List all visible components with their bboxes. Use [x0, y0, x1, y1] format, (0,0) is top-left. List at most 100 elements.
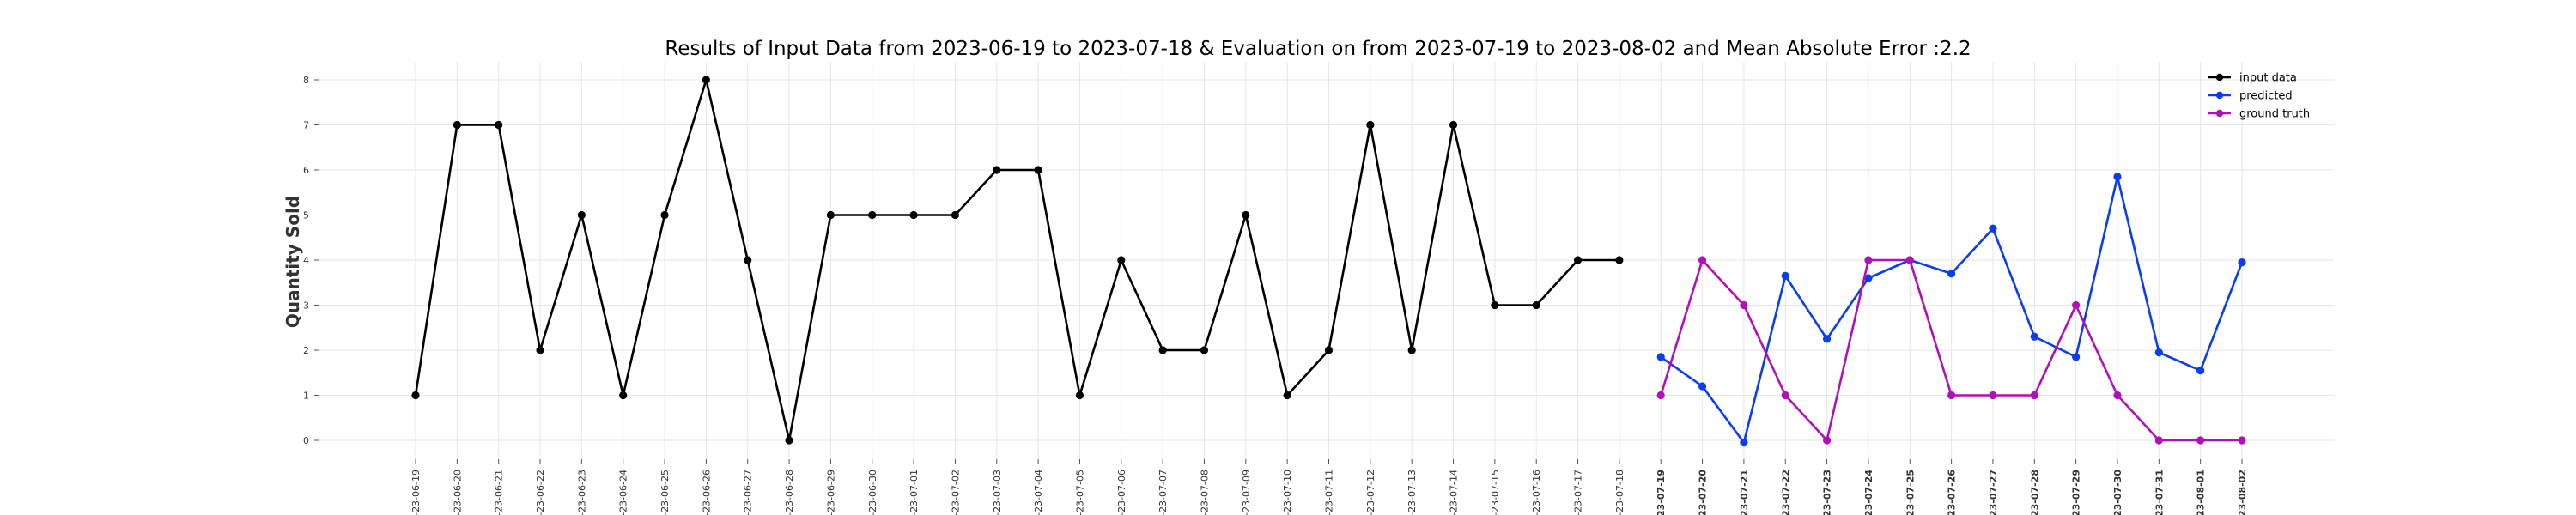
- x-tick-label: -23-07-11: [1324, 470, 1335, 515]
- legend-marker: [2215, 91, 2224, 100]
- data-point-predicted: [1698, 382, 1707, 391]
- data-point-ground-truth: [1740, 300, 1748, 310]
- x-tick-label: -23-06-23: [576, 470, 587, 515]
- data-point-input-data: [1034, 166, 1042, 174]
- y-tick-label: 2: [303, 345, 309, 356]
- x-tick-label: -23-07-18: [1614, 470, 1625, 515]
- y-tick-label: 4: [303, 255, 309, 266]
- data-point-input-data: [702, 76, 710, 84]
- data-point-input-data: [1407, 346, 1416, 354]
- data-point-input-data: [619, 391, 628, 400]
- x-tick-label: -23-07-03: [992, 470, 1003, 515]
- data-point-predicted: [2072, 353, 2081, 361]
- x-tick-label: -23-07-07: [1157, 470, 1169, 515]
- data-point-input-data: [1324, 346, 1334, 354]
- data-point-ground-truth: [2072, 300, 2081, 310]
- y-tick-label: 7: [303, 120, 309, 131]
- data-point-ground-truth: [1698, 256, 1707, 264]
- x-tick-label: -23-06-27: [743, 470, 754, 515]
- x-tick-label: -23-07-26: [1947, 470, 1958, 515]
- legend: input data predicted ground truth: [2208, 72, 2310, 121]
- x-tick-label: -23-07-09: [1241, 470, 1252, 515]
- x-tick-label: -23-07-20: [1698, 470, 1709, 515]
- data-point-ground-truth: [1905, 256, 1914, 264]
- data-point-ground-truth: [2154, 436, 2163, 445]
- x-tick-label: -23-07-13: [1406, 470, 1418, 515]
- x-tick-label: -23-07-22: [1780, 470, 1791, 515]
- x-tick-label: -23-07-01: [908, 470, 920, 515]
- y-tick-label: 8: [303, 75, 309, 86]
- x-tick-label: -23-07-23: [1822, 470, 1833, 515]
- data-point-input-data: [1117, 256, 1126, 264]
- data-point-ground-truth: [1864, 256, 1873, 264]
- y-tick-label: 1: [303, 391, 309, 402]
- x-tick-label: -23-07-04: [1033, 470, 1044, 515]
- x-axis-ticks: -23-06-19 -23-06-20 -23-06-21 -23-06-22 -23-…: [410, 459, 2248, 515]
- legend-label: ground truth: [2239, 108, 2310, 121]
- data-point-ground-truth: [2030, 391, 2038, 400]
- x-tick-label: -23-07-31: [2154, 470, 2165, 515]
- data-point-predicted: [2154, 348, 2163, 357]
- data-point-input-data: [1615, 256, 1624, 264]
- data-point-input-data: [411, 391, 420, 400]
- data-point-input-data: [1491, 300, 1499, 310]
- data-point-input-data: [1242, 210, 1250, 220]
- x-tick-label: -23-06-24: [618, 470, 629, 515]
- data-point-input-data: [1573, 256, 1583, 264]
- data-point-input-data: [660, 210, 669, 220]
- data-point-ground-truth: [1822, 436, 1832, 445]
- data-point-ground-truth: [1781, 391, 1789, 400]
- legend-marker: [2215, 73, 2224, 82]
- y-axis-ticks: 0 1 2 3 4 5 6 7 8: [303, 75, 319, 446]
- data-point-ground-truth: [2238, 436, 2246, 445]
- x-tick-label: -23-07-29: [2071, 470, 2082, 515]
- data-point-predicted: [2196, 367, 2205, 375]
- x-tick-label: -23-07-14: [1449, 470, 1460, 515]
- data-point-predicted: [1656, 353, 1665, 361]
- data-point-input-data: [1283, 391, 1291, 400]
- series-group: [411, 76, 2246, 447]
- data-point-input-data: [744, 256, 752, 264]
- x-tick-label: -23-06-29: [825, 470, 836, 515]
- x-tick-label: -23-07-10: [1282, 470, 1293, 515]
- x-tick-label: -23-07-17: [1573, 470, 1584, 515]
- data-point-input-data: [785, 436, 793, 445]
- data-point-input-data: [868, 210, 877, 220]
- data-point-input-data: [1532, 300, 1540, 310]
- x-tick-label: -23-07-25: [1905, 470, 1916, 515]
- data-point-predicted: [2030, 332, 2038, 341]
- data-point-input-data: [1075, 391, 1084, 400]
- x-tick-label: -23-06-30: [867, 470, 878, 515]
- data-point-input-data: [1200, 346, 1209, 354]
- x-tick-label: -23-07-19: [1656, 470, 1667, 515]
- data-point-predicted: [1822, 335, 1832, 343]
- data-point-predicted: [1740, 439, 1748, 447]
- data-point-input-data: [577, 210, 586, 220]
- chart-title: Results of Input Data from 2023-06-19 to…: [665, 38, 1971, 60]
- data-point-input-data: [453, 120, 461, 130]
- data-point-ground-truth: [1989, 391, 1997, 400]
- y-tick-label: 5: [303, 210, 309, 221]
- x-tick-label: -23-07-30: [2112, 470, 2123, 515]
- x-tick-label: -23-06-21: [494, 470, 505, 515]
- data-point-ground-truth: [2196, 436, 2205, 445]
- data-point-ground-truth: [1656, 391, 1665, 400]
- data-point-input-data: [1366, 120, 1375, 130]
- y-tick-label: 0: [303, 435, 309, 446]
- x-tick-label: -23-07-02: [950, 470, 961, 515]
- x-tick-label: -23-06-26: [701, 470, 712, 515]
- data-point-input-data: [495, 120, 503, 130]
- data-point-predicted: [1947, 270, 1956, 278]
- x-tick-label: -23-07-27: [1988, 470, 1999, 515]
- x-tick-label: -23-07-12: [1365, 470, 1376, 515]
- x-tick-label: -23-07-05: [1074, 470, 1085, 515]
- y-tick-label: 3: [303, 300, 309, 312]
- data-point-input-data: [993, 166, 1001, 174]
- y-tick-label: 6: [303, 165, 309, 176]
- data-point-predicted: [2113, 173, 2122, 181]
- legend-label: predicted: [2239, 90, 2293, 103]
- x-tick-label: -23-07-16: [1531, 470, 1542, 515]
- x-tick-label: -23-06-28: [784, 470, 795, 515]
